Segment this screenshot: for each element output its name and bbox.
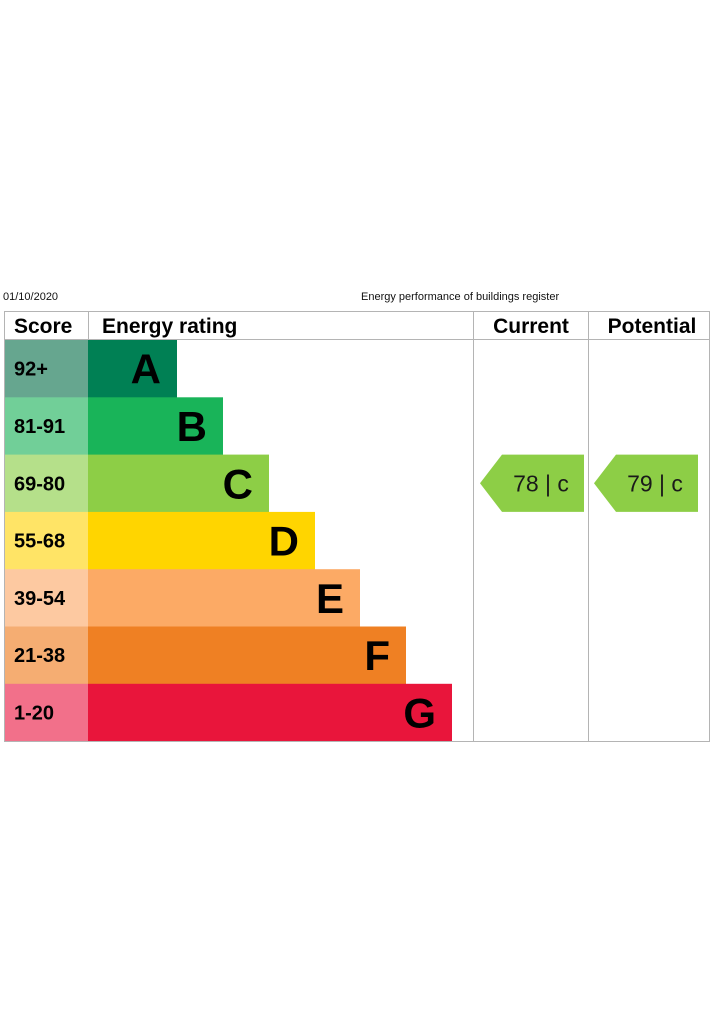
rating-letter-e: E [316,575,344,622]
rating-bar-d [88,511,315,570]
potential-rating-arrow [594,454,698,512]
rating-bar-e [88,569,360,627]
score-range-b: 81-91 [14,416,65,438]
rating-letter-c: C [223,460,253,507]
current-rating-label: 78 | c [513,470,569,496]
score-range-g: 1-20 [14,702,54,724]
register-title: Energy performance of buildings register [361,291,560,303]
rating-column-header: Energy rating [102,315,237,338]
score-cell-c [5,454,88,513]
rating-letter-b: B [177,403,207,450]
score-range-f: 21-38 [14,645,65,667]
rating-letter-a: A [131,346,161,393]
rating-letter-g: G [403,689,436,736]
score-range-d: 55-68 [14,531,65,553]
rating-bar-g [88,683,452,742]
rating-bar-b [88,397,223,455]
score-cell-f [5,626,88,685]
score-cell-g [5,683,88,742]
score-range-a: 92+ [14,359,48,381]
chart-frame [4,311,710,742]
potential-rating-label: 79 | c [627,470,683,496]
score-cell-e [5,569,88,627]
current-rating-arrow [480,454,584,512]
rating-letter-f: F [364,632,390,679]
score-cell-d [5,511,88,570]
rating-bar-a [88,340,177,398]
current-column-header: Current [493,315,569,338]
potential-column-header: Potential [608,315,697,338]
rating-bar-f [88,626,406,685]
score-cell-b [5,397,88,455]
score-cell-a [5,340,88,398]
score-range-e: 39-54 [14,588,66,610]
rating-bar-c [88,454,269,513]
score-column-header: Score [14,315,72,338]
score-range-c: 69-80 [14,473,65,495]
certificate-date: 01/10/2020 [3,291,59,303]
rating-letter-d: D [269,518,299,565]
